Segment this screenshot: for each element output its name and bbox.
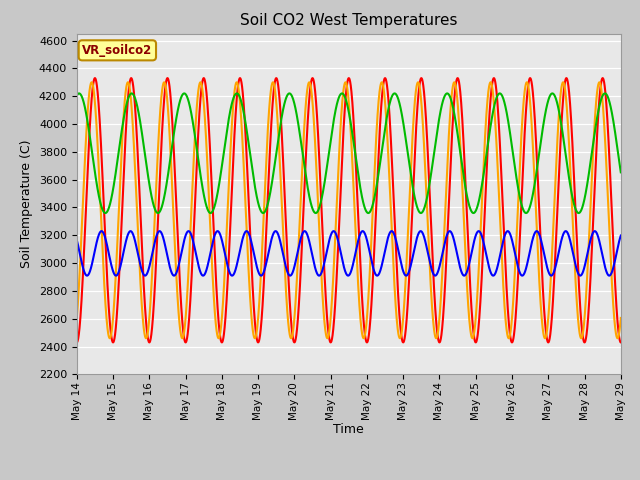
TCW_4 — [257, 273, 265, 278]
TCW_2 — [548, 254, 556, 260]
TCW_1 — [599, 75, 607, 81]
TCW_2 — [541, 336, 549, 341]
TCW_3 — [607, 103, 614, 109]
TCW_1 — [73, 339, 81, 345]
TCW_2 — [73, 315, 81, 321]
TCW_2 — [167, 162, 175, 168]
TCW_4 — [548, 273, 556, 278]
TCW_4 — [167, 268, 175, 274]
TCW_3 — [282, 97, 289, 103]
TCW_4 — [607, 272, 614, 278]
TCW_3 — [364, 210, 372, 216]
TCW_4 — [243, 228, 250, 234]
TCW_1 — [305, 99, 313, 105]
Title: Soil CO2 West Temperatures: Soil CO2 West Temperatures — [240, 13, 458, 28]
Text: VR_soilco2: VR_soilco2 — [82, 44, 152, 57]
TCW_3 — [305, 192, 313, 198]
TCW_1 — [282, 209, 289, 215]
TCW_1 — [617, 339, 625, 345]
TCW_2 — [523, 79, 531, 85]
TCW_2 — [617, 315, 625, 321]
TCW_4 — [305, 239, 313, 245]
TCW_1 — [167, 101, 175, 107]
TCW_3 — [73, 93, 81, 98]
TCW_3 — [338, 91, 346, 96]
Line: TCW_3: TCW_3 — [77, 94, 621, 213]
TCW_4 — [73, 237, 81, 243]
TCW_2 — [607, 252, 614, 257]
TCW_3 — [167, 150, 175, 156]
TCW_2 — [282, 278, 289, 284]
TCW_4 — [135, 255, 143, 261]
TCW_3 — [135, 111, 143, 117]
X-axis label: Time: Time — [333, 423, 364, 436]
TCW_4 — [282, 264, 290, 269]
TCW_4 — [617, 233, 625, 239]
TCW_1 — [607, 175, 614, 180]
TCW_3 — [548, 91, 556, 96]
TCW_1 — [548, 319, 556, 325]
TCW_2 — [135, 248, 143, 254]
TCW_3 — [617, 169, 625, 175]
Line: TCW_2: TCW_2 — [77, 82, 621, 338]
TCW_1 — [135, 175, 143, 181]
Y-axis label: Soil Temperature (C): Soil Temperature (C) — [20, 140, 33, 268]
Line: TCW_1: TCW_1 — [77, 78, 621, 342]
Line: TCW_4: TCW_4 — [77, 231, 621, 276]
TCW_2 — [305, 80, 313, 85]
